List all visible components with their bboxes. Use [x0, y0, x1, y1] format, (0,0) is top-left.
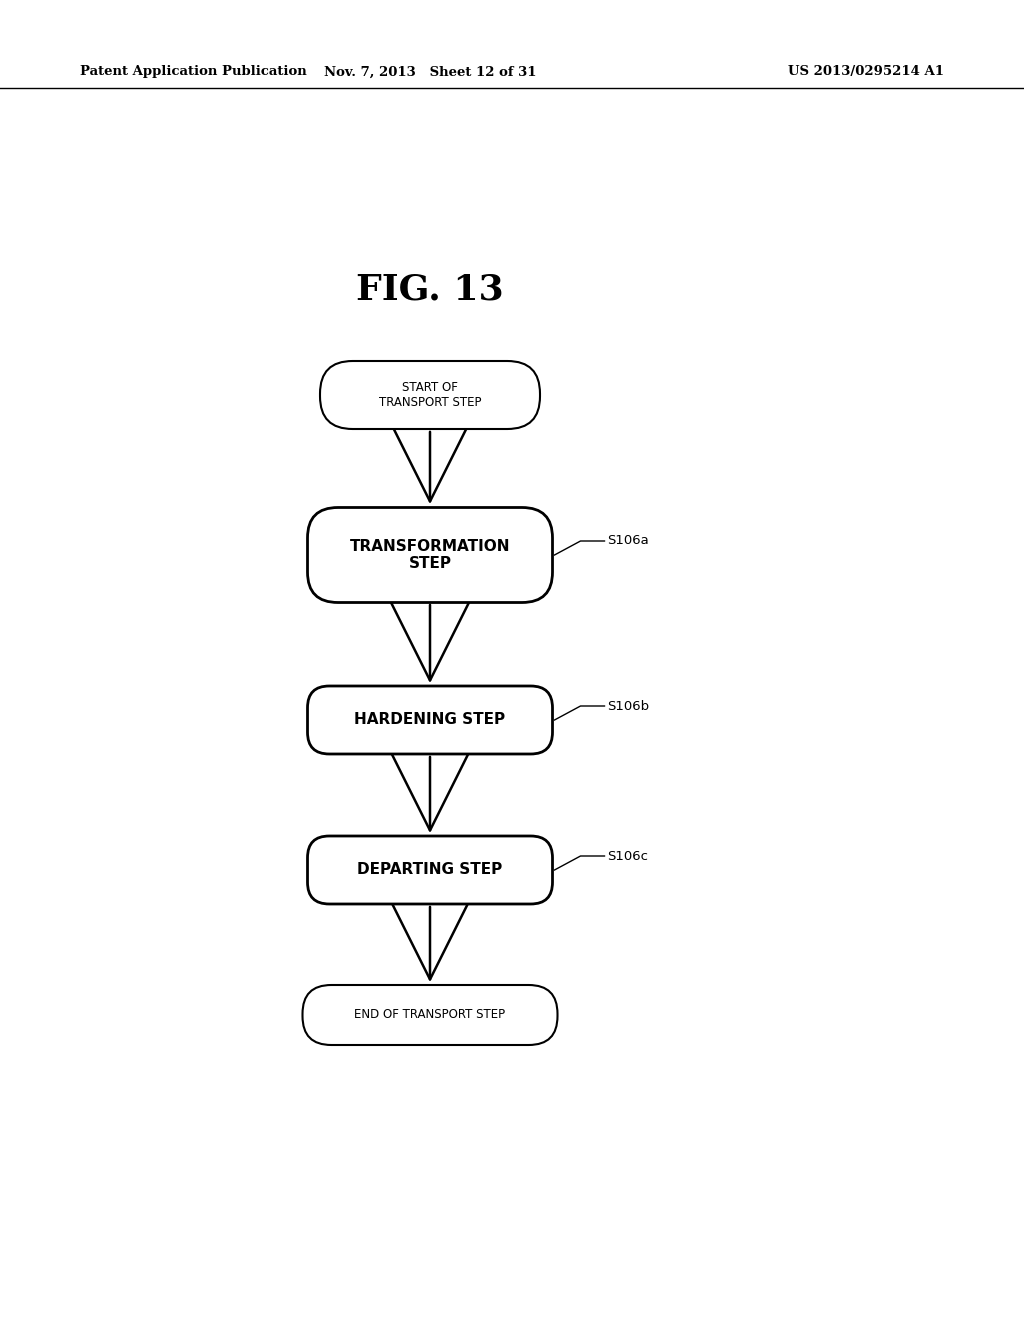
Text: DEPARTING STEP: DEPARTING STEP	[357, 862, 503, 878]
Text: S106a: S106a	[607, 535, 649, 548]
FancyBboxPatch shape	[307, 836, 553, 904]
Text: END OF TRANSPORT STEP: END OF TRANSPORT STEP	[354, 1008, 506, 1022]
Text: FIG. 13: FIG. 13	[356, 273, 504, 308]
Text: Patent Application Publication: Patent Application Publication	[80, 66, 307, 78]
Text: S106c: S106c	[607, 850, 648, 862]
Text: Nov. 7, 2013   Sheet 12 of 31: Nov. 7, 2013 Sheet 12 of 31	[324, 66, 537, 78]
Text: US 2013/0295214 A1: US 2013/0295214 A1	[788, 66, 944, 78]
FancyBboxPatch shape	[302, 985, 557, 1045]
Text: HARDENING STEP: HARDENING STEP	[354, 713, 506, 727]
Text: TRANSFORMATION
STEP: TRANSFORMATION STEP	[350, 539, 510, 572]
FancyBboxPatch shape	[307, 507, 553, 602]
Text: S106b: S106b	[607, 700, 649, 713]
FancyBboxPatch shape	[319, 360, 540, 429]
Text: START OF
TRANSPORT STEP: START OF TRANSPORT STEP	[379, 381, 481, 409]
FancyBboxPatch shape	[307, 686, 553, 754]
